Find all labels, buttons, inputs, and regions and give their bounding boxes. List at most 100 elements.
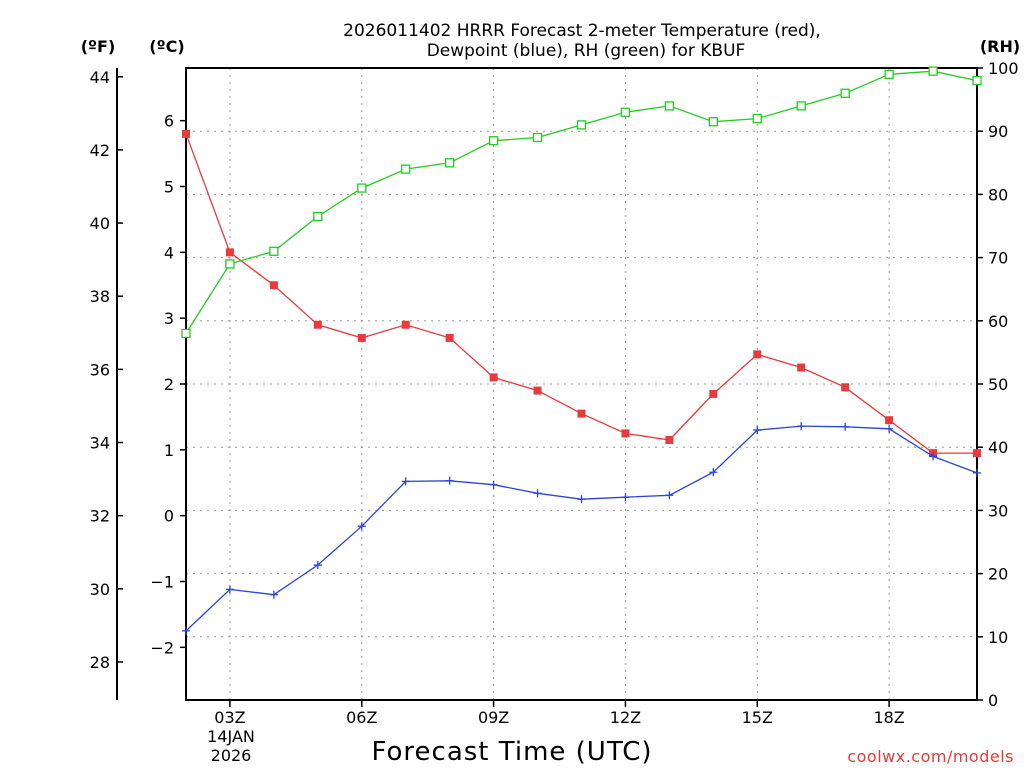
rh-tick-label: 40 — [988, 438, 1008, 457]
rh-tick-label: 50 — [988, 375, 1008, 394]
temperature-point — [313, 320, 322, 329]
x-tick-label: 12Z — [610, 708, 641, 727]
rh-point — [576, 120, 587, 130]
dewpoint-point — [885, 424, 894, 433]
temperature-point — [885, 416, 894, 425]
temperature-point — [182, 129, 190, 138]
dewpoint-point — [797, 422, 806, 431]
fahrenheit-tick-label: 42 — [90, 141, 110, 160]
dewpoint-point — [445, 476, 454, 485]
dewpoint-point — [401, 477, 410, 486]
rh-point — [664, 101, 675, 111]
celsius-tick-label: 1 — [164, 441, 174, 460]
x-tick-label: 18Z — [873, 708, 904, 727]
series-line-dewpoint — [185, 425, 978, 632]
rh-point — [532, 132, 543, 143]
celsius-tick-label: 3 — [164, 309, 174, 328]
fahrenheit-tick-label: 32 — [90, 507, 110, 526]
chart-title-line2: Dewpoint (blue), RH (green) for KBUF — [427, 41, 746, 61]
dewpoint-point — [357, 522, 366, 531]
series-line-rh — [185, 70, 978, 334]
celsius-tick-label: 4 — [164, 243, 174, 262]
dewpoint-point — [621, 493, 630, 502]
temperature-point — [973, 449, 981, 458]
rh-tick-label: 90 — [988, 122, 1008, 141]
fahrenheit-tick-label: 28 — [90, 653, 110, 672]
dewpoint-point — [841, 422, 850, 431]
gridlines — [186, 68, 977, 700]
rh-point — [357, 183, 367, 193]
rh-point — [972, 75, 982, 86]
x-tick-label: 06Z — [346, 708, 377, 727]
rh-point — [884, 69, 894, 79]
rh-unit-label: (RH) — [980, 37, 1020, 56]
temperature-point — [269, 281, 278, 290]
celsius-tick-label: 2 — [164, 375, 174, 394]
temperature-point — [753, 350, 762, 359]
data-series — [181, 66, 982, 635]
dewpoint-point — [182, 626, 190, 635]
fahrenheit-tick-label: 44 — [90, 68, 110, 87]
rh-point — [445, 158, 455, 168]
celsius-tick-label: 6 — [164, 112, 174, 131]
fahrenheit-unit-label: (ºF) — [81, 37, 116, 56]
temperature-point — [225, 248, 234, 257]
dewpoint-point — [973, 468, 981, 477]
temperature-point — [709, 389, 718, 398]
rh-point — [181, 328, 191, 339]
rh-point — [752, 113, 762, 124]
credit-label: coolwx.com/models — [847, 747, 1014, 766]
rh-point — [488, 136, 499, 146]
rh-tick-label: 20 — [988, 565, 1008, 584]
date-label-year: 2026 — [211, 746, 252, 765]
rh-point — [796, 101, 806, 111]
axes: 283032343638404244−2−1012345601020304050… — [90, 59, 1019, 727]
temperature-point — [533, 386, 542, 395]
rh-tick-label: 60 — [988, 312, 1008, 331]
fahrenheit-tick-label: 30 — [90, 580, 110, 599]
dewpoint-point — [269, 590, 278, 599]
rh-tick-label: 100 — [988, 59, 1019, 78]
temperature-point — [621, 429, 630, 438]
series-rh — [181, 66, 982, 339]
celsius-tick-label: −1 — [150, 573, 174, 592]
fahrenheit-tick-label: 34 — [90, 434, 110, 453]
rh-tick-label: 70 — [988, 249, 1008, 268]
fahrenheit-tick-label: 40 — [90, 214, 110, 233]
temperature-point — [797, 363, 806, 372]
dewpoint-point — [313, 561, 322, 570]
temperature-point — [445, 333, 454, 342]
rh-point — [708, 117, 718, 127]
series-temperature — [182, 129, 981, 458]
temperature-point — [577, 409, 586, 418]
dewpoint-point — [929, 452, 938, 461]
rh-point — [401, 164, 411, 174]
chart-title-line1: 2026011402 HRRR Forecast 2-meter Tempera… — [343, 21, 821, 41]
celsius-tick-label: 5 — [164, 178, 174, 197]
rh-point — [269, 246, 279, 256]
dewpoint-point — [225, 585, 234, 594]
rh-tick-label: 80 — [988, 185, 1008, 204]
rh-point — [313, 211, 323, 222]
x-tick-label: 09Z — [478, 708, 509, 727]
x-axis-label: Forecast Time (UTC) — [371, 737, 652, 767]
rh-point — [928, 66, 938, 76]
temperature-point — [401, 320, 410, 329]
rh-point — [225, 259, 235, 269]
x-tick-label: 15Z — [742, 708, 773, 727]
temperature-point — [357, 333, 366, 342]
celsius-unit-label: (ºC) — [149, 37, 184, 56]
series-line-temperature — [185, 133, 977, 454]
series-dewpoint — [182, 422, 981, 635]
temperature-point — [841, 383, 850, 392]
rh-tick-label: 0 — [988, 691, 998, 710]
dewpoint-point — [577, 495, 586, 504]
fahrenheit-tick-label: 36 — [90, 360, 110, 379]
date-label-day: 14JAN — [207, 727, 255, 746]
rh-point — [620, 107, 631, 117]
temperature-point — [665, 435, 674, 444]
rh-tick-label: 30 — [988, 501, 1008, 520]
dewpoint-point — [665, 491, 674, 500]
celsius-tick-label: 0 — [164, 507, 174, 526]
